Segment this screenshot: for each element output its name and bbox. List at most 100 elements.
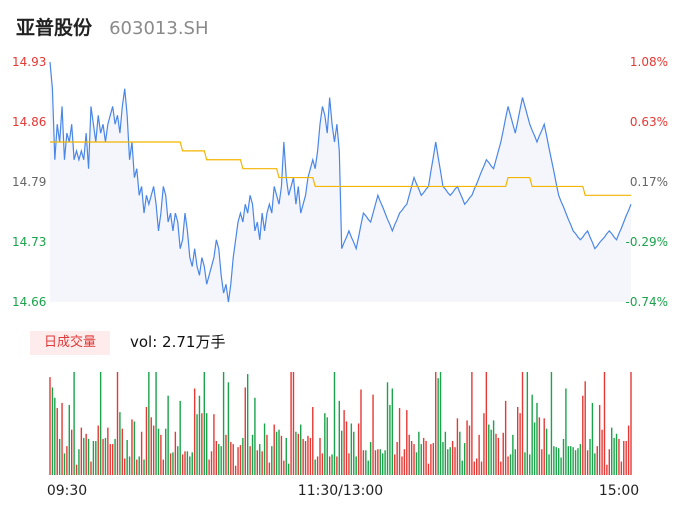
volume-bar xyxy=(463,443,466,475)
volume-bar xyxy=(403,449,406,475)
daily-volume-tab[interactable]: 日成交量 xyxy=(30,331,110,355)
volume-bar xyxy=(524,452,526,475)
volume-bar xyxy=(136,459,138,475)
volume-bar xyxy=(529,454,531,475)
volume-bar xyxy=(454,447,456,475)
volume-bar xyxy=(608,449,610,475)
volume-bar xyxy=(97,425,99,475)
volume-bar xyxy=(244,387,246,475)
volume-bar xyxy=(435,372,437,475)
volume-bar xyxy=(73,372,75,475)
volume-bar xyxy=(242,437,244,475)
volume-bar xyxy=(109,444,111,475)
volume-bar xyxy=(285,437,287,475)
volume-bar xyxy=(343,410,345,475)
volume-bar xyxy=(312,407,314,475)
volume-bar xyxy=(618,438,620,475)
volume-bar xyxy=(210,451,213,475)
volume-bar xyxy=(107,427,109,475)
volume-bar xyxy=(124,458,126,475)
volume-bar xyxy=(201,413,203,475)
volume-bar xyxy=(449,447,451,475)
volume-bar xyxy=(488,424,490,475)
volume-bar xyxy=(478,434,480,475)
volume-bar xyxy=(415,452,418,475)
volume-bar xyxy=(78,449,80,475)
volume-bar xyxy=(615,433,618,475)
volume-bar xyxy=(519,413,521,475)
volume-bar xyxy=(232,444,234,475)
volume-bar xyxy=(362,450,365,475)
volume-bar xyxy=(531,394,533,475)
volume-bar xyxy=(251,434,254,475)
volume-bar xyxy=(75,464,78,475)
volume-bar xyxy=(131,419,133,475)
volume-bar xyxy=(420,444,422,475)
volume-bar xyxy=(189,456,191,475)
volume-bar xyxy=(596,446,598,475)
volume-bar xyxy=(630,372,632,475)
y-tick-left: 14.93 xyxy=(12,55,46,69)
volume-bar xyxy=(309,437,312,475)
volume-bar xyxy=(302,438,304,475)
volume-bar xyxy=(114,438,116,475)
volume-bar xyxy=(386,382,389,475)
volume-bar xyxy=(222,372,225,475)
volume-bar xyxy=(275,431,278,475)
volume-bar xyxy=(152,425,155,475)
volume-bar xyxy=(430,444,432,475)
volume-bar xyxy=(553,446,555,475)
volume-bar xyxy=(280,435,283,475)
volume-bar xyxy=(545,428,548,475)
volume-bar xyxy=(324,413,326,475)
volume-bar xyxy=(577,448,579,475)
volume-bar xyxy=(541,449,543,475)
volume-bar xyxy=(177,446,179,475)
volume-bar xyxy=(345,421,348,475)
volume-bar xyxy=(126,439,128,475)
volume-bar xyxy=(246,374,249,475)
volume-bar xyxy=(179,400,181,475)
volume-bar xyxy=(54,397,56,475)
volume-bar xyxy=(283,460,285,475)
volume-bar xyxy=(338,400,340,475)
volume-bar xyxy=(384,450,386,475)
volume-bar xyxy=(514,449,516,475)
volume-bar xyxy=(61,402,63,475)
volume-bar xyxy=(300,424,302,475)
y-tick-right: 0.63% xyxy=(630,115,668,129)
volume-bar xyxy=(116,372,119,475)
volume-bar xyxy=(174,431,177,475)
volume-bar xyxy=(574,450,577,475)
volume-bar xyxy=(357,423,360,475)
volume-bar xyxy=(579,444,582,475)
volume-bar xyxy=(442,442,444,475)
volume-bar xyxy=(476,458,478,475)
volume-bar xyxy=(95,441,97,475)
x-tick-label: 11:30/13:00 xyxy=(298,483,383,499)
volume-bar xyxy=(512,434,514,475)
volume-bar xyxy=(66,446,68,475)
volume-bar xyxy=(348,453,350,475)
volume-bar xyxy=(266,434,268,475)
volume-bar xyxy=(410,441,413,475)
volume-bar xyxy=(186,451,189,475)
volume-bar xyxy=(326,417,328,475)
volume-bar xyxy=(623,441,625,475)
volume-bar xyxy=(543,418,545,475)
volume-bar xyxy=(316,456,319,475)
volume-bar xyxy=(567,446,570,475)
volume-bar xyxy=(104,437,107,475)
volume-bar xyxy=(377,449,379,475)
volume-bar xyxy=(63,453,66,475)
volume-bar xyxy=(427,463,430,475)
volume-bar xyxy=(389,404,391,475)
volume-bar xyxy=(603,372,606,475)
volume-bar xyxy=(353,431,355,475)
y-tick-right: -0.74% xyxy=(626,295,668,309)
volume-bar xyxy=(203,372,205,475)
volume-bar xyxy=(328,456,331,475)
volume-bar xyxy=(85,433,87,475)
volume-bar xyxy=(536,402,538,475)
